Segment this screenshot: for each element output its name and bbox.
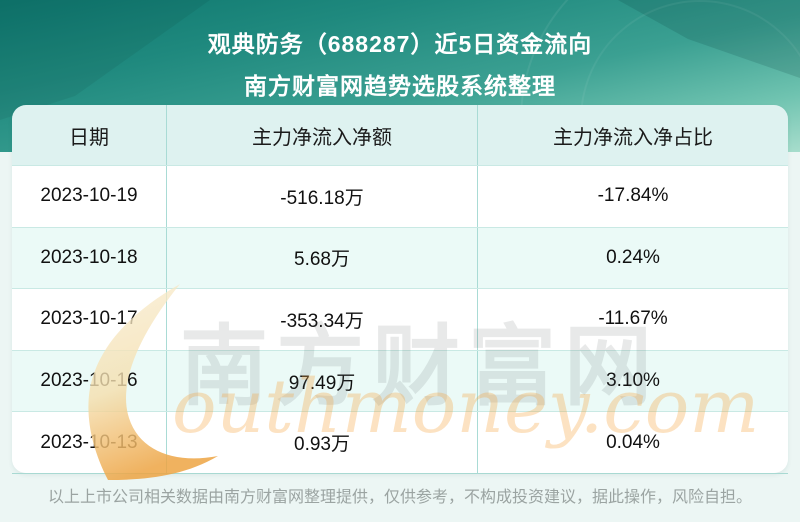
title-block: 观典防务（688287）近5日资金流向 南方财富网趋势选股系统整理 xyxy=(0,0,800,101)
disclaimer-text: 以上上市公司相关数据由南方财富网整理提供，仅供参考，不构成投资建议，据此操作，风… xyxy=(47,489,752,506)
table-row: 2023-10-13 0.93万 0.04% xyxy=(12,411,788,473)
table-row: 2023-10-19 -516.18万 -17.84% xyxy=(12,165,788,227)
table-header-row: 日期 主力净流入净额 主力净流入净占比 xyxy=(12,105,788,165)
net-inflow-ratio-cell: -17.84% xyxy=(477,166,788,227)
date-cell: 2023-10-13 xyxy=(40,431,138,453)
table-row: 2023-10-16 97.49万 3.10% xyxy=(12,349,788,412)
net-inflow-cell: 97.49万 xyxy=(166,350,477,412)
net-inflow-cell: 0.93万 xyxy=(166,412,477,473)
table-row: 2023-10-18 5.68万 0.24% xyxy=(12,226,788,289)
column-header-date: 日期 xyxy=(69,126,109,149)
net-inflow-ratio-cell: -11.67% xyxy=(477,289,788,350)
net-inflow-cell: 5.68万 xyxy=(166,227,477,289)
fund-flow-table: 日期 主力净流入净额 主力净流入净占比 2023-10-19 -516.18万 … xyxy=(12,105,788,473)
net-inflow-cell: -353.34万 xyxy=(166,289,477,350)
date-cell: 2023-10-17 xyxy=(40,308,138,330)
table-row: 2023-10-17 -353.34万 -11.67% xyxy=(12,288,788,350)
date-cell: 2023-10-16 xyxy=(40,370,138,392)
column-header-net-inflow-ratio: 主力净流入净占比 xyxy=(477,105,788,165)
page-title: 观典防务（688287）近5日资金流向 xyxy=(207,31,593,57)
net-inflow-ratio-cell: 3.10% xyxy=(477,350,788,412)
date-cell: 2023-10-19 xyxy=(40,185,138,207)
table-bottom-divider xyxy=(12,473,788,474)
page-subtitle: 南方财富网趋势选股系统整理 xyxy=(244,73,556,99)
net-inflow-cell: -516.18万 xyxy=(166,166,477,227)
net-inflow-ratio-cell: 0.04% xyxy=(477,412,788,473)
date-cell: 2023-10-18 xyxy=(40,246,138,268)
net-inflow-ratio-cell: 0.24% xyxy=(477,227,788,289)
column-header-net-inflow: 主力净流入净额 xyxy=(166,105,477,165)
